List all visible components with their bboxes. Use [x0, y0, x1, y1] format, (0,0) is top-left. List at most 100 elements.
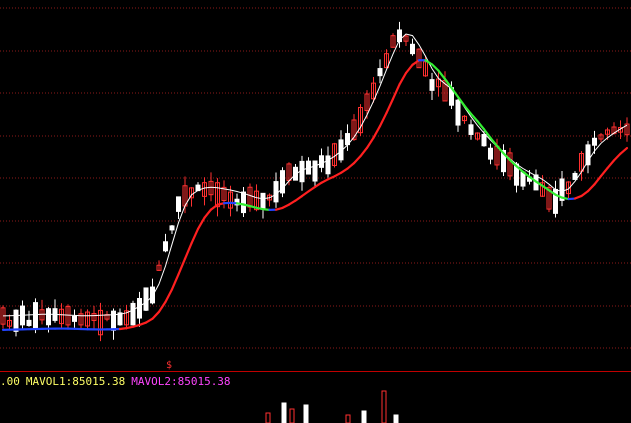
ma-long-segment: [495, 144, 505, 155]
panel-divider: [0, 371, 631, 372]
ma-long-segment: [294, 194, 304, 202]
candle-up: [254, 190, 259, 211]
ma-long-segment: [300, 190, 310, 198]
ma-long-segment: [612, 152, 622, 162]
candle-up: [423, 61, 428, 77]
ma-long-segment: [463, 104, 473, 115]
ma-long-segment: [333, 171, 343, 178]
ma-long-segment: [534, 180, 544, 187]
candle-up: [371, 82, 376, 100]
price-chart[interactable]: [0, 0, 631, 372]
candle-down: [280, 170, 285, 194]
volume-bar: [361, 410, 367, 423]
candle-down: [150, 286, 155, 304]
ma-long-segment: [541, 184, 551, 192]
ma-long-segment: [183, 242, 193, 260]
ma-long-segment: [326, 175, 336, 181]
candle-down: [241, 191, 246, 214]
candle-down: [319, 155, 324, 168]
candle-down: [488, 147, 493, 160]
candle-down: [559, 178, 565, 201]
ma-long-segment: [437, 69, 447, 81]
ma-long-segment: [469, 112, 479, 123]
candle-up: [598, 134, 604, 140]
ma-long-segment: [203, 208, 213, 219]
candle-down: [429, 79, 435, 91]
ma-long-segment: [190, 227, 200, 245]
candle-down: [130, 302, 136, 326]
candle-down: [501, 149, 506, 173]
ma-long-segment: [320, 178, 330, 184]
ma-long-segment: [352, 155, 362, 165]
ma-long-segment: [216, 202, 226, 206]
ma-long-segment: [307, 185, 317, 193]
candle-up: [624, 123, 630, 136]
ma-long-segment: [398, 71, 408, 86]
candle-up: [91, 313, 97, 321]
candle-down: [397, 29, 402, 43]
candle-up: [124, 310, 129, 326]
ma-long-segment: [599, 166, 609, 178]
ma-long-segment: [209, 203, 219, 211]
ma-long-segment: [372, 124, 382, 139]
candle-up: [390, 35, 396, 48]
mavol2-label: MAVOL2:85015.38: [131, 375, 231, 388]
candle-down: [299, 160, 305, 183]
candle-up: [59, 308, 64, 325]
ma-long-segment: [235, 202, 245, 206]
ma-long-segment: [547, 189, 557, 196]
ma-long-segment: [424, 59, 434, 66]
candle-up: [566, 181, 571, 195]
candle-down: [592, 137, 597, 146]
volume-bar: [381, 390, 387, 423]
volume-bar: [281, 402, 287, 423]
candle-down: [46, 308, 51, 326]
candle-up: [351, 119, 357, 141]
volume-chart[interactable]: [0, 389, 631, 423]
ma-long-segment: [489, 136, 499, 148]
candle-up: [384, 53, 389, 69]
ma-long-segment: [177, 257, 187, 276]
candle-down: [325, 155, 331, 175]
candle-up: [189, 187, 194, 199]
ma-long-segment: [359, 146, 369, 158]
candle-down: [169, 225, 175, 231]
volume-bar: [303, 404, 309, 423]
ma-long-segment: [281, 203, 291, 210]
candle-down: [572, 172, 578, 180]
candle-down: [455, 99, 461, 126]
candle-down: [26, 319, 32, 326]
ma-long-segment: [482, 128, 492, 139]
candle-up: [215, 182, 220, 208]
candle-up: [364, 93, 370, 111]
candle-down: [163, 241, 168, 252]
ma-long-segment: [196, 216, 206, 231]
ma-long-segment: [593, 174, 603, 186]
volume-bar: [289, 408, 295, 423]
candle-down: [13, 309, 19, 332]
candle-up: [267, 194, 272, 201]
candle-down: [176, 196, 181, 212]
ma-long-segment: [385, 97, 395, 115]
volume-bar: [393, 414, 399, 423]
candle-up: [475, 132, 480, 140]
ma-long-segment: [573, 194, 583, 200]
candle-up: [605, 129, 610, 135]
ma-long-segment: [606, 159, 616, 170]
ma-long-segment: [151, 310, 161, 320]
ma-long-segment: [255, 206, 265, 211]
ma-long-segment: [450, 86, 460, 98]
candle-up: [228, 191, 233, 209]
ma-long-segment: [430, 63, 440, 72]
candle-up: [202, 182, 207, 197]
ma-long-segment: [170, 273, 180, 291]
candle-down: [273, 181, 279, 203]
candle-down: [377, 68, 383, 77]
ma-long-segment: [346, 162, 356, 170]
candle-up: [546, 187, 552, 210]
ma-long-segment: [157, 300, 167, 313]
ma-long-segment: [528, 175, 538, 183]
ma-long-segment: [391, 83, 401, 100]
candle-up: [98, 309, 103, 336]
ma-short-line: [2, 33, 628, 317]
